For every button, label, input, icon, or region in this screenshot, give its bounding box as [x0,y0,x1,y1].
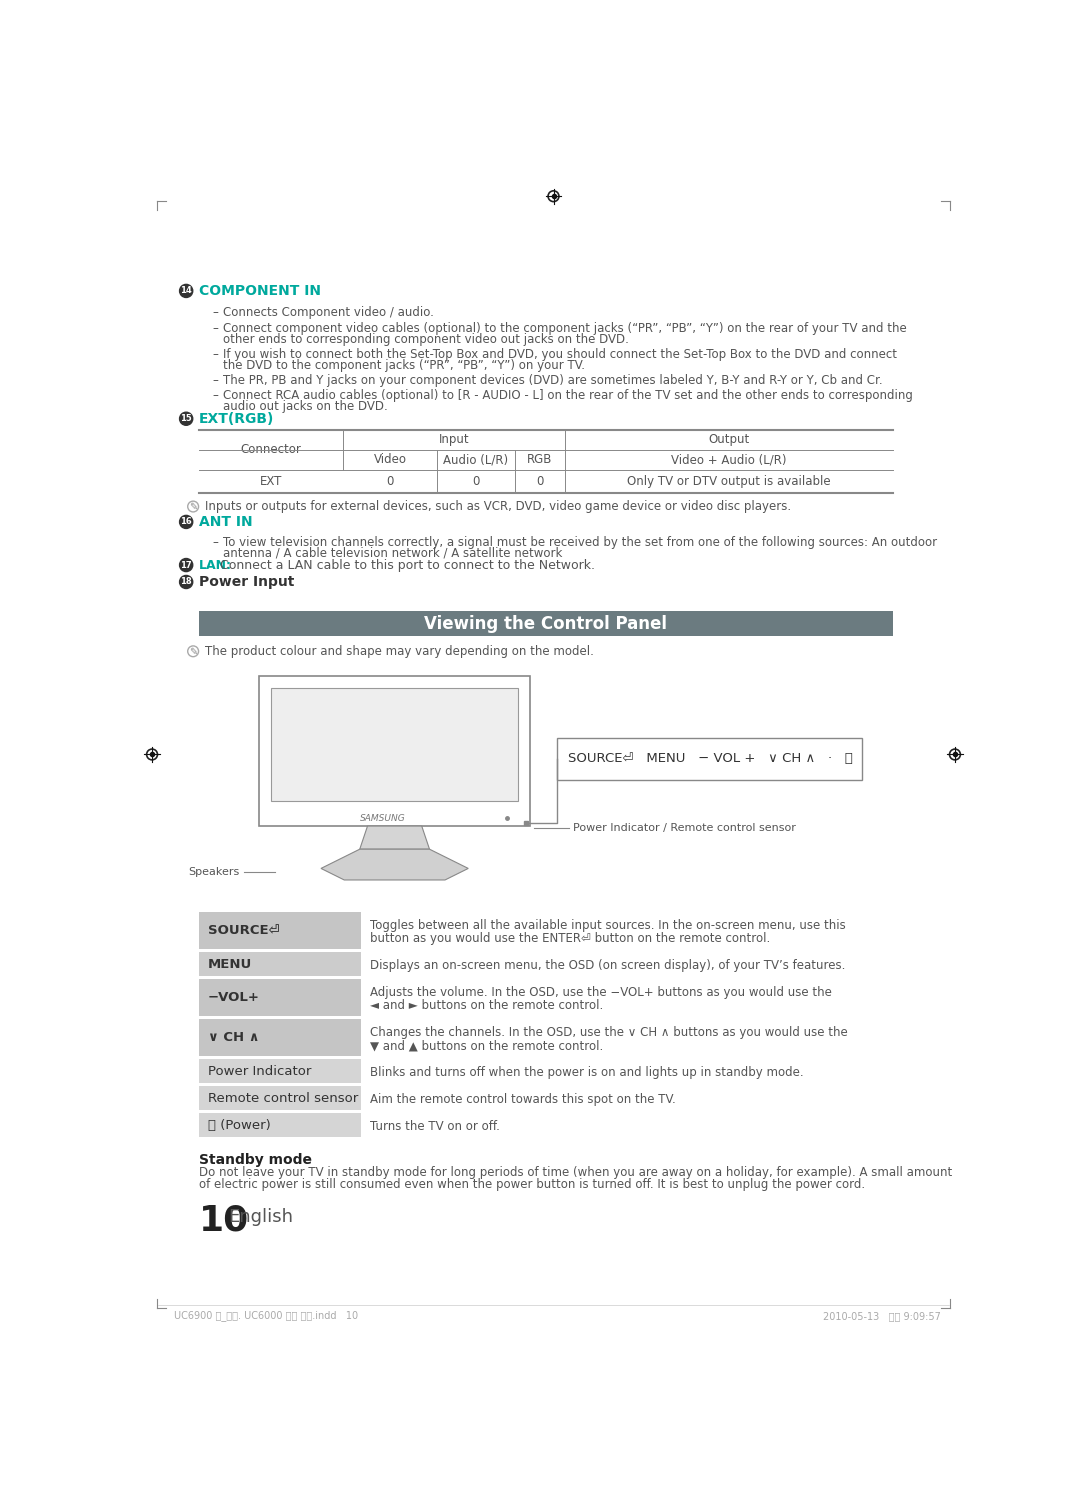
Bar [199,1113,361,1137]
Text: –: – [213,536,218,548]
Text: –: – [213,306,218,320]
Text: Aim the remote control towards this spot on the TV.: Aim the remote control towards this spot… [369,1094,676,1106]
Bar [259,675,530,826]
Text: Turns the TV on or off.: Turns the TV on or off. [369,1120,500,1134]
Text: –: – [213,390,218,402]
Text: 0: 0 [537,475,543,487]
Text: button as you would use the ENTER⏎ button on the remote control.: button as you would use the ENTER⏎ butto… [369,932,770,946]
Text: other ends to corresponding component video out jacks on the DVD.: other ends to corresponding component vi… [224,333,630,345]
Text: of electric power is still consumed even when the power button is turned off. It: of electric power is still consumed even… [199,1177,865,1191]
Text: Power Input: Power Input [199,575,294,589]
Bar [199,611,893,636]
Text: The product colour and shape may vary depending on the model.: The product colour and shape may vary de… [205,645,594,657]
Text: ∨ CH ∧: ∨ CH ∧ [207,1031,259,1044]
Text: LAN:: LAN: [199,559,231,572]
Text: 14: 14 [180,287,192,296]
Text: Connect RCA audio cables (optional) to [R - AUDIO - L] on the rear of the TV set: Connect RCA audio cables (optional) to [… [224,390,914,402]
Text: If you wish to connect both the Set-Top Box and DVD, you should connect the Set-: If you wish to connect both the Set-Top … [224,348,897,362]
Text: English: English [228,1209,293,1227]
Text: Output: Output [708,433,750,447]
Bar [199,913,361,949]
Text: The PR, PB and Y jacks on your component devices (DVD) are sometimes labeled Y, : The PR, PB and Y jacks on your component… [224,374,883,387]
Text: EXT: EXT [259,475,282,487]
Text: Power Indicator: Power Indicator [207,1065,311,1077]
Text: Adjusts the volume. In the OSD, use the −VOL+ buttons as you would use the: Adjusts the volume. In the OSD, use the … [369,986,832,999]
Text: 2010-05-13   오전 9:09:57: 2010-05-13 오전 9:09:57 [823,1310,941,1321]
Text: ✎: ✎ [189,647,198,656]
Text: ◄ and ► buttons on the remote control.: ◄ and ► buttons on the remote control. [369,999,603,1013]
Text: COMPONENT IN: COMPONENT IN [199,284,321,297]
Bar [199,1086,361,1110]
Text: 17: 17 [180,560,192,569]
Text: Speakers: Speakers [188,868,240,877]
Text: 0: 0 [472,475,480,487]
Text: UC6900 컨_주아. UC6000 구주 호환.indd   10: UC6900 컨_주아. UC6000 구주 호환.indd 10 [174,1310,357,1321]
Text: Toggles between all the available input sources. In the on-screen menu, use this: Toggles between all the available input … [369,919,846,932]
Text: ANT IN: ANT IN [199,515,252,529]
Text: –: – [213,348,218,362]
Text: ⏻ (Power): ⏻ (Power) [207,1119,271,1132]
Text: Connect a LAN cable to this port to connect to the Network.: Connect a LAN cable to this port to conn… [216,559,595,572]
Text: To view television channels correctly, a signal must be received by the set from: To view television channels correctly, a… [224,536,937,548]
Text: 10: 10 [199,1203,248,1237]
Text: SOURCE⏎: SOURCE⏎ [207,925,280,937]
Text: Input: Input [438,433,469,447]
Text: MENU: MENU [207,958,252,971]
Text: Inputs or outputs for external devices, such as VCR, DVD, video game device or v: Inputs or outputs for external devices, … [205,500,791,512]
Text: Connect component video cables (optional) to the component jacks (“PR”, “PB”, “Y: Connect component video cables (optional… [224,321,907,335]
Text: Audio (L/R): Audio (L/R) [444,453,509,466]
Text: −VOL+: −VOL+ [207,992,259,1004]
Text: 16: 16 [180,517,192,526]
Bar [271,689,517,801]
Text: 18: 18 [180,578,192,587]
Text: Video: Video [374,453,406,466]
Polygon shape [321,849,469,880]
Text: –: – [213,374,218,387]
Text: Power Indicator / Remote control sensor: Power Indicator / Remote control sensor [572,823,796,832]
Text: Changes the channels. In the OSD, use the ∨ CH ∧ buttons as you would use the: Changes the channels. In the OSD, use th… [369,1026,848,1040]
Text: ✎: ✎ [189,502,198,511]
Text: antenna / A cable television network / A satellite network: antenna / A cable television network / A… [224,547,563,560]
Text: the DVD to the component jacks (“PR”, “PB”, “Y”) on your TV.: the DVD to the component jacks (“PR”, “P… [224,359,585,372]
Text: Connects Component video / audio.: Connects Component video / audio. [224,306,434,320]
Text: audio out jacks on the DVD.: audio out jacks on the DVD. [224,400,388,414]
Text: Standby mode: Standby mode [199,1152,311,1167]
Text: EXT(RGB): EXT(RGB) [199,412,274,426]
Text: Blinks and turns off when the power is on and lights up in standby mode.: Blinks and turns off when the power is o… [369,1067,804,1079]
Circle shape [179,515,192,529]
Text: Video + Audio (L/R): Video + Audio (L/R) [672,453,787,466]
Text: 0: 0 [387,475,394,487]
Text: Connector: Connector [240,444,301,456]
Bar [199,1059,361,1083]
Polygon shape [360,826,430,849]
Text: Viewing the Control Panel: Viewing the Control Panel [424,614,667,632]
Circle shape [179,412,192,426]
Circle shape [179,559,192,572]
Circle shape [179,284,192,297]
Bar [199,979,361,1016]
Bar [199,952,361,976]
Text: –: – [213,321,218,335]
Text: Do not leave your TV in standby mode for long periods of time (when you are away: Do not leave your TV in standby mode for… [199,1167,951,1179]
Bar [199,1019,361,1056]
Text: Remote control sensor: Remote control sensor [207,1092,359,1104]
Text: SAMSUNG: SAMSUNG [360,814,406,823]
Text: 15: 15 [180,414,192,423]
Circle shape [179,575,192,589]
Text: RGB: RGB [527,453,553,466]
Bar [557,738,862,780]
Text: SOURCE⏎   MENU   − VOL +   ∨ CH ∧   ·   ⏻: SOURCE⏎ MENU − VOL + ∨ CH ∧ · ⏻ [568,751,853,765]
Text: ▼ and ▲ buttons on the remote control.: ▼ and ▲ buttons on the remote control. [369,1040,603,1052]
Text: Displays an on-screen menu, the OSD (on screen display), of your TV’s features.: Displays an on-screen menu, the OSD (on … [369,959,846,973]
Text: Only TV or DTV output is available: Only TV or DTV output is available [627,475,831,487]
